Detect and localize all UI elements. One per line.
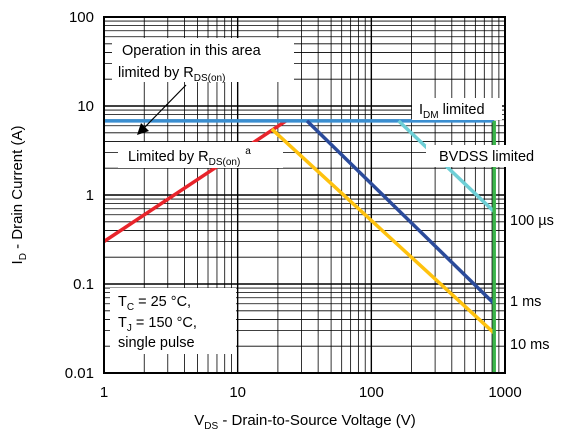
- series-line-limited-by-rds-on: [103, 119, 287, 243]
- idm-label: IDM limited: [419, 102, 485, 121]
- limited-by-rdson-annotation: Limited by RDS(on)a: [118, 142, 283, 168]
- annotation-arrow-line: [143, 84, 187, 129]
- x-axis-label: VDS - Drain-to-Source Voltage (V): [194, 412, 416, 432]
- annotation-arrow-head: [137, 123, 149, 135]
- limited-by-label: Limited by RDS(on)a: [128, 146, 251, 168]
- y-tick-label: 0.01: [65, 365, 94, 382]
- plot-frame: [103, 16, 506, 374]
- series-line-10-ms: [270, 127, 496, 335]
- y-tick-label: 100: [69, 9, 94, 26]
- y-tick-label: 10: [77, 98, 94, 115]
- series-layer: [103, 119, 496, 373]
- bvdss-box: [426, 145, 568, 167]
- tick-labels: 1 10 100 1000 100 10 1 0.1 0.01: [65, 9, 522, 401]
- series-line-1-ms: [305, 119, 496, 305]
- condition-tc: TC = 25 °C,: [118, 294, 191, 313]
- operation-area-line1: Operation in this area: [122, 43, 262, 59]
- x-tick-label: 100: [359, 384, 384, 401]
- label-1ms: 1 ms: [510, 294, 541, 310]
- y-axis-label: ID - Drain Current (A): [9, 126, 29, 265]
- x-tick-label: 1000: [488, 384, 521, 401]
- x-tick-label: 10: [229, 384, 246, 401]
- bvdss-annotation: BVDSS limited: [426, 145, 568, 167]
- idm-box: [412, 98, 502, 120]
- condition-pulse: single pulse: [118, 335, 195, 351]
- conditions-annotation: TC = 25 °C, TJ = 150 °C, single pulse: [110, 288, 236, 354]
- operation-area-line2: limited by RDS(on): [118, 65, 225, 84]
- bvdss-label: BVDSS limited: [439, 149, 534, 165]
- limited-by-box: [118, 142, 283, 168]
- operation-area-annotation: Operation in this area limited by RDS(on…: [112, 38, 294, 135]
- x-tick-label: 1: [100, 384, 108, 401]
- conditions-box: [110, 288, 236, 354]
- idm-limited-annotation: IDM limited: [412, 98, 502, 121]
- y-tick-label: 0.1: [73, 276, 94, 293]
- label-10ms: 10 ms: [510, 337, 550, 353]
- label-100us: 100 µs: [510, 213, 554, 229]
- y-tick-label: 1: [86, 187, 94, 204]
- operation-area-box: [112, 38, 294, 82]
- condition-tj: TJ = 150 °C,: [118, 315, 197, 334]
